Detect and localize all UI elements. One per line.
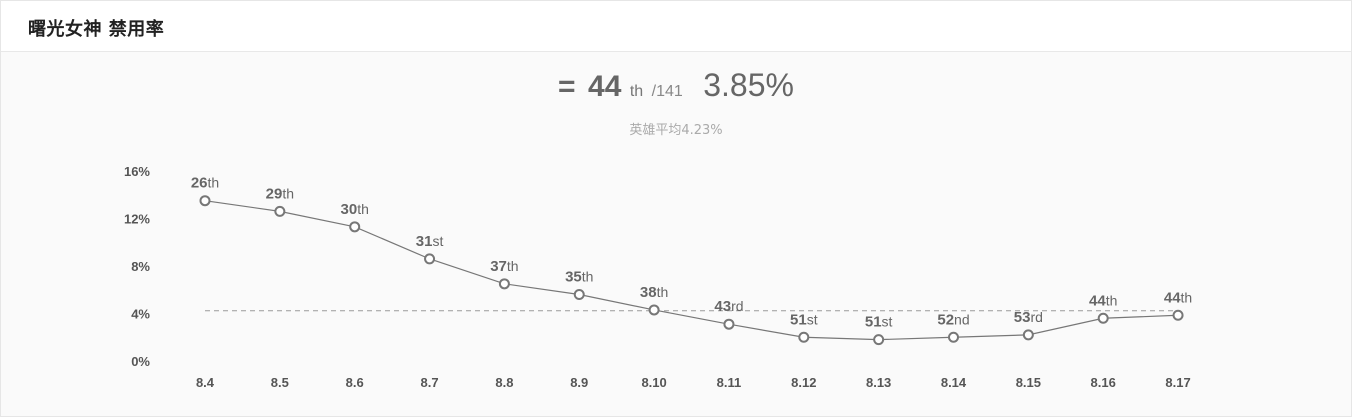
rank-number: 44 bbox=[588, 70, 622, 103]
hero-average: 英雄平均4.23% bbox=[629, 123, 723, 138]
x-tick-label: 8.15 bbox=[1016, 375, 1041, 390]
data-point bbox=[349, 221, 361, 233]
x-tick-label: 8.17 bbox=[1165, 375, 1190, 390]
x-tick-label: 8.8 bbox=[495, 375, 513, 390]
rank-label-suffix: th bbox=[357, 201, 369, 217]
x-tick-label: 8.11 bbox=[717, 375, 742, 390]
data-point bbox=[274, 205, 286, 217]
y-tick-label: 0% bbox=[131, 354, 150, 369]
x-tick-label: 8.14 bbox=[941, 375, 967, 390]
data-point-rank-label: 29th bbox=[266, 185, 294, 202]
data-point bbox=[1172, 309, 1184, 321]
data-point-rank-label: 51st bbox=[865, 314, 893, 331]
data-point-rank-label: 44th bbox=[1089, 292, 1117, 309]
data-point-rank-label: 52nd bbox=[937, 311, 969, 328]
rank-label-suffix: st bbox=[432, 233, 443, 249]
rank-label-suffix: th bbox=[208, 175, 220, 191]
rank-label-suffix: th bbox=[507, 258, 519, 274]
rank-label-number: 38 bbox=[640, 284, 657, 301]
data-point-rank-label: 53rd bbox=[1014, 309, 1043, 326]
data-point-rank-label: 26th bbox=[191, 175, 219, 192]
data-point-rank-label: 30th bbox=[341, 201, 369, 218]
rank-label-suffix: th bbox=[282, 185, 294, 201]
rank-label-number: 44 bbox=[1164, 289, 1181, 306]
data-point-rank-label: 43rd bbox=[714, 298, 743, 315]
data-point-rank-label: 37th bbox=[490, 258, 518, 275]
rank-label-number: 30 bbox=[341, 201, 358, 218]
data-point bbox=[498, 278, 510, 290]
data-point bbox=[1022, 329, 1034, 341]
rank-label-number: 29 bbox=[266, 185, 283, 202]
rank-label-number: 52 bbox=[937, 311, 954, 328]
x-tick-label: 8.6 bbox=[346, 375, 364, 390]
rank-label-suffix: nd bbox=[954, 311, 970, 327]
x-tick-label: 8.10 bbox=[641, 375, 666, 390]
x-tick-label: 8.16 bbox=[1091, 375, 1116, 390]
rank-label-suffix: th bbox=[1106, 292, 1118, 308]
data-point bbox=[1097, 312, 1109, 324]
rank-label-suffix: rd bbox=[731, 298, 743, 314]
data-point bbox=[873, 334, 885, 346]
data-point bbox=[199, 195, 211, 207]
y-tick-label: 16% bbox=[124, 164, 150, 179]
data-point bbox=[798, 331, 810, 343]
rank-label-number: 51 bbox=[790, 311, 807, 328]
rank-label-number: 31 bbox=[416, 233, 433, 250]
x-tick-label: 8.5 bbox=[271, 375, 289, 390]
trend-equal-icon: = bbox=[558, 70, 576, 103]
rank-label-suffix: st bbox=[882, 314, 893, 330]
rank-label-suffix: st bbox=[807, 311, 818, 327]
x-tick-label: 8.9 bbox=[570, 375, 588, 390]
data-point-rank-label: 31st bbox=[416, 233, 444, 250]
ban-rate-value: 3.85% bbox=[703, 67, 794, 103]
data-point bbox=[948, 331, 959, 343]
rank-label-number: 44 bbox=[1089, 292, 1106, 309]
rank-label-number: 26 bbox=[191, 175, 208, 192]
data-point bbox=[723, 318, 735, 330]
rank-label-number: 51 bbox=[865, 314, 882, 331]
data-point-rank-label: 44th bbox=[1164, 289, 1192, 306]
panel-title: 曙光女神 禁用率 bbox=[28, 19, 165, 40]
rank-label-suffix: rd bbox=[1030, 309, 1042, 325]
y-tick-label: 8% bbox=[131, 259, 150, 274]
rank-label-number: 53 bbox=[1014, 309, 1031, 326]
data-point bbox=[424, 253, 436, 265]
rank-label-suffix: th bbox=[657, 284, 669, 300]
rank-summary: = 44 th /141 3.85% bbox=[1, 67, 1351, 104]
rank-label-number: 37 bbox=[490, 258, 507, 275]
x-tick-label: 8.4 bbox=[196, 375, 215, 390]
x-tick-label: 8.7 bbox=[421, 375, 439, 390]
panel-header: 曙光女神 禁用率 bbox=[1, 1, 1351, 52]
y-tick-label: 12% bbox=[124, 212, 150, 227]
rank-label-number: 35 bbox=[565, 269, 582, 286]
x-tick-label: 8.12 bbox=[791, 375, 816, 390]
rank-suffix: th bbox=[629, 83, 644, 100]
ban-rate-series-line bbox=[204, 200, 1179, 341]
data-point-rank-label: 35th bbox=[565, 269, 593, 286]
x-tick-label: 8.13 bbox=[866, 375, 891, 390]
data-point bbox=[648, 304, 660, 316]
data-point-rank-label: 38th bbox=[640, 284, 668, 301]
rank-label-suffix: th bbox=[1181, 289, 1193, 305]
rank-total: /141 bbox=[651, 83, 683, 100]
rank-label-number: 43 bbox=[714, 298, 731, 315]
data-point bbox=[573, 289, 585, 300]
y-tick-label: 4% bbox=[131, 307, 150, 322]
data-point-rank-label: 51st bbox=[790, 311, 818, 328]
rank-label-suffix: th bbox=[582, 269, 594, 285]
